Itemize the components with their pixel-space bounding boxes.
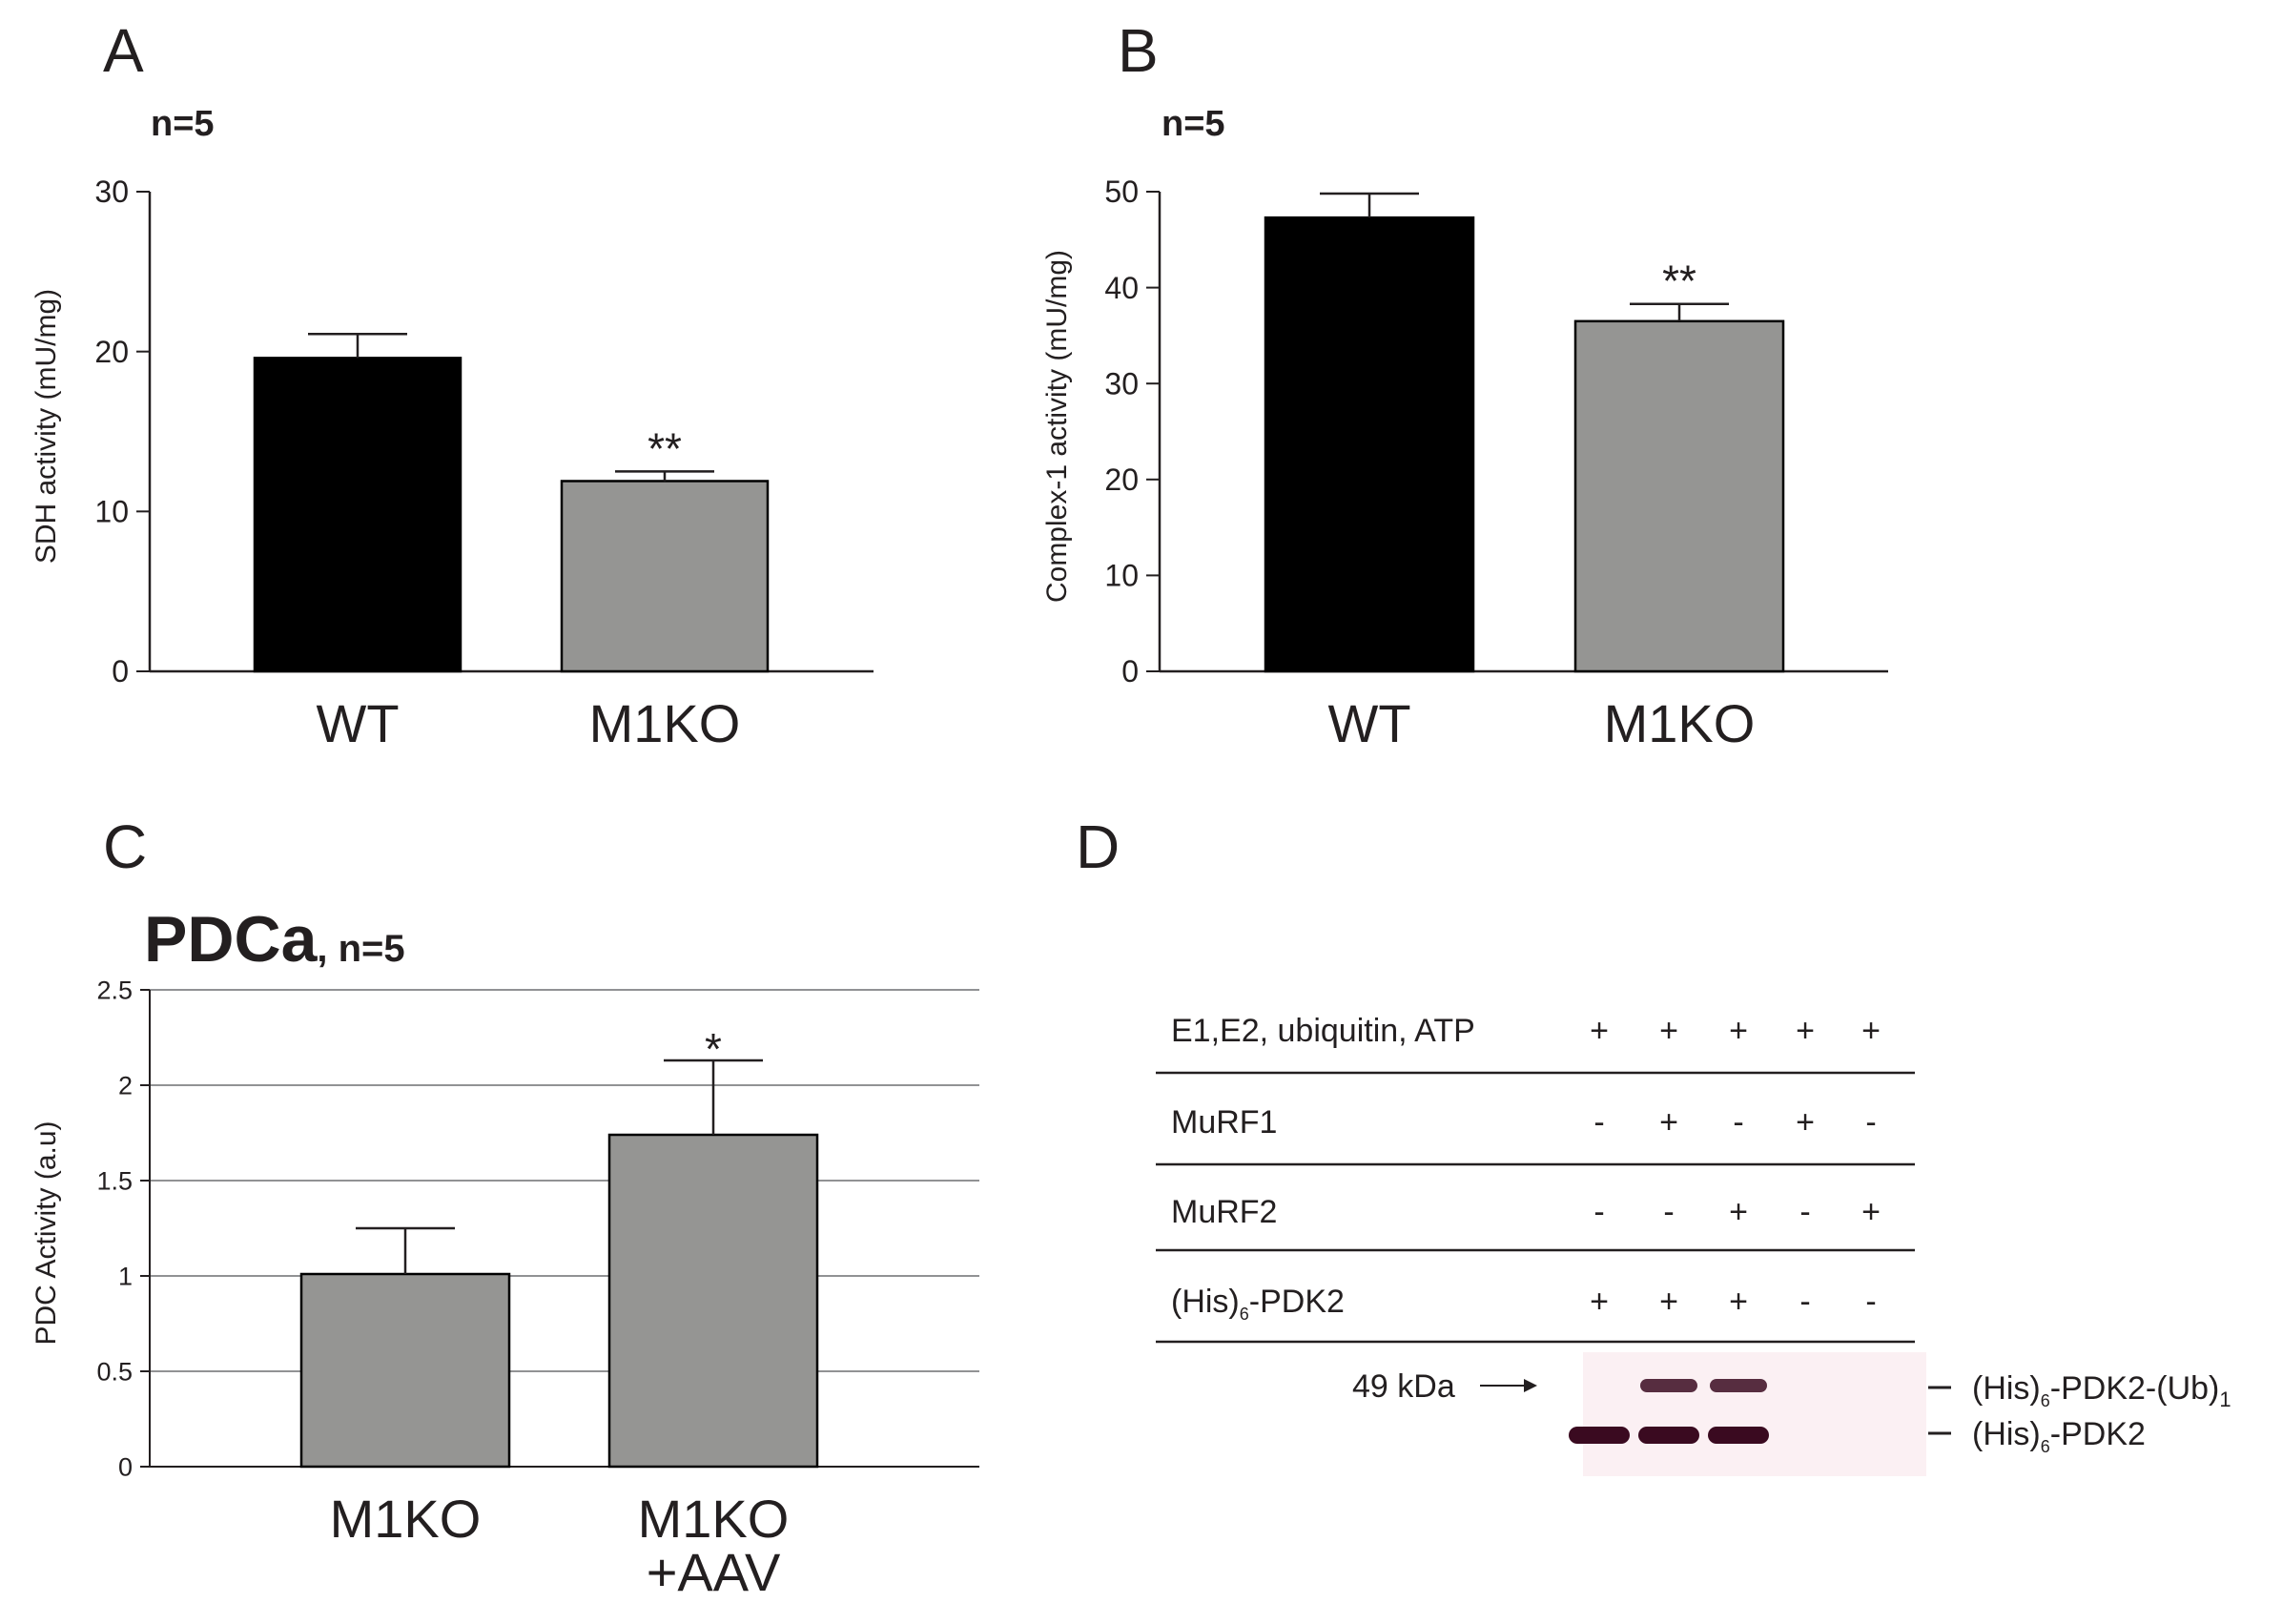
- blot-row-label: MuRF2: [1171, 1194, 1277, 1230]
- c-bar: [607, 1133, 819, 1469]
- panel-letter-d: D: [1076, 812, 1120, 881]
- blot-row-label: MuRF1: [1171, 1104, 1277, 1141]
- band-label-lower-main: (His): [1972, 1416, 2041, 1452]
- blot-sign: -: [1593, 1104, 1604, 1141]
- blot-row-label: E1,E2, ubiquitin, ATP: [1171, 1013, 1475, 1049]
- blot-sign: +: [1590, 1013, 1609, 1049]
- band-label-upper-rest: -PDK2-(Ub): [2050, 1370, 2220, 1407]
- blot-row-label-main: (His): [1171, 1284, 1240, 1320]
- a-y-tick-label: 10: [94, 495, 129, 529]
- chart-b-ylabel: Complex-1 activity (mU/mg): [1041, 250, 1073, 603]
- chart-c-title-line: PDCa, n=5: [144, 903, 405, 976]
- a-y-tick-label: 30: [94, 175, 129, 209]
- blot-band-upper: [1640, 1379, 1697, 1392]
- blot-sign: +: [1729, 1013, 1748, 1049]
- c-category-label: +AAV: [647, 1542, 781, 1602]
- blot-row-label-rest: -PDK2: [1249, 1284, 1345, 1320]
- band-label-upper-main: (His): [1972, 1370, 2041, 1407]
- b-y-tick-label: 50: [1104, 175, 1139, 209]
- blot-sign: +: [1659, 1104, 1678, 1141]
- b-y-tick-label: 20: [1104, 463, 1139, 497]
- blot-sign: -: [1593, 1194, 1604, 1230]
- blot-sign: +: [1861, 1194, 1881, 1230]
- svg-text:(His)6-PDK2-(Ub)1: (His)6-PDK2-(Ub)1: [1972, 1370, 2231, 1411]
- c-y-tick-label: 2.5: [96, 976, 133, 1004]
- svg-text:(His)6-PDK2: (His)6-PDK2: [1972, 1416, 2146, 1456]
- b-y-tick-label: 40: [1104, 271, 1139, 305]
- c-y-tick-label: 0: [118, 1452, 133, 1481]
- b-y-tick-label: 0: [1121, 654, 1139, 689]
- blot-sign: +: [1659, 1013, 1678, 1049]
- blot-band-lower: [1708, 1427, 1769, 1444]
- blot-row-label: (His)6-PDK2: [1171, 1284, 1345, 1324]
- band-label-lower: (His)6-PDK2: [1928, 1416, 2146, 1456]
- blot-sign: -: [1663, 1194, 1674, 1230]
- blot-sign: -: [1799, 1284, 1810, 1320]
- a-bar: [560, 480, 770, 673]
- blot-row-label-sub: 6: [1240, 1305, 1249, 1324]
- band-label-upper-tail: 1: [2219, 1388, 2231, 1411]
- a-category-label: WT: [316, 693, 399, 753]
- blot-band-upper: [1710, 1379, 1767, 1392]
- panel-letter-b: B: [1118, 16, 1159, 85]
- b-bar: [1264, 216, 1475, 673]
- blot-sign: +: [1729, 1194, 1748, 1230]
- a-bar: [253, 357, 463, 673]
- b-y-tick-label: 10: [1104, 559, 1139, 593]
- band-label-lower-sub: 6: [2041, 1437, 2050, 1456]
- c-y-tick-label: 1: [118, 1262, 133, 1290]
- chart-b: n=5 Complex-1 activity (mU/mg) 0 10 20 30 40…: [1041, 104, 1888, 753]
- blot-sign: -: [1733, 1104, 1743, 1141]
- marker-arrow: [1480, 1379, 1537, 1392]
- b-category-label: M1KO: [1604, 693, 1756, 753]
- blot-sign: -: [1865, 1104, 1876, 1141]
- c-y-tick-label: 0.5: [96, 1357, 133, 1386]
- chart-c-subtitle: , n=5: [317, 928, 404, 970]
- blot-sign: +: [1796, 1013, 1815, 1049]
- c-y-tick-label: 1.5: [96, 1166, 133, 1195]
- blot-sign: +: [1796, 1104, 1815, 1141]
- band-label-upper: (His)6-PDK2-(Ub)1: [1928, 1370, 2231, 1411]
- chart-a: n=5 SDH activity (mU/mg) 0 10 20 30 WT ** M1K…: [31, 104, 874, 753]
- blot-sign: +: [1659, 1284, 1678, 1320]
- blot-sign: -: [1865, 1284, 1876, 1320]
- band-label-lower-rest: -PDK2: [2050, 1416, 2146, 1452]
- chart-a-subtitle: n=5: [151, 104, 215, 144]
- marker-label: 49 kDa: [1352, 1368, 1455, 1405]
- c-category-label: M1KO: [330, 1489, 482, 1549]
- panel-letter-a: A: [103, 16, 144, 85]
- panel-letter-c: C: [103, 812, 147, 881]
- blot-band-lower: [1638, 1427, 1699, 1444]
- blot-sign: +: [1861, 1013, 1881, 1049]
- b-y-tick-label: 30: [1104, 366, 1139, 401]
- blot-band-lower: [1569, 1427, 1630, 1444]
- a-y-tick-label: 0: [112, 654, 129, 689]
- b-bar: [1573, 319, 1785, 673]
- band-label-upper-sub: 6: [2041, 1391, 2050, 1410]
- c-significance: *: [705, 1024, 722, 1074]
- b-category-label: WT: [1327, 693, 1410, 753]
- chart-b-subtitle: n=5: [1162, 104, 1225, 144]
- a-significance: **: [648, 423, 682, 473]
- a-category-label: M1KO: [589, 693, 741, 753]
- c-y-tick-label: 2: [118, 1071, 133, 1100]
- chart-c-title: PDCa: [144, 903, 319, 976]
- blot-sign: +: [1590, 1284, 1609, 1320]
- chart-c: PDCa, n=5 PDC Activity (a.u) 0 0.5 1 1.5 2 2.…: [31, 903, 979, 1602]
- chart-a-ylabel: SDH activity (mU/mg): [31, 289, 62, 564]
- blot-sign: -: [1799, 1194, 1810, 1230]
- c-bar: [299, 1272, 511, 1469]
- blot-panel: E1,E2, ubiquitin, ATP + + + + + MuRF1 - + - + - MuRF…: [1156, 1013, 2231, 1476]
- chart-c-ylabel: PDC Activity (a.u): [31, 1120, 62, 1345]
- b-significance: **: [1662, 257, 1696, 306]
- a-y-tick-label: 20: [94, 335, 129, 369]
- blot-membrane: [1583, 1352, 1926, 1476]
- blot-sign: +: [1729, 1284, 1748, 1320]
- c-category-label: M1KO: [638, 1489, 790, 1549]
